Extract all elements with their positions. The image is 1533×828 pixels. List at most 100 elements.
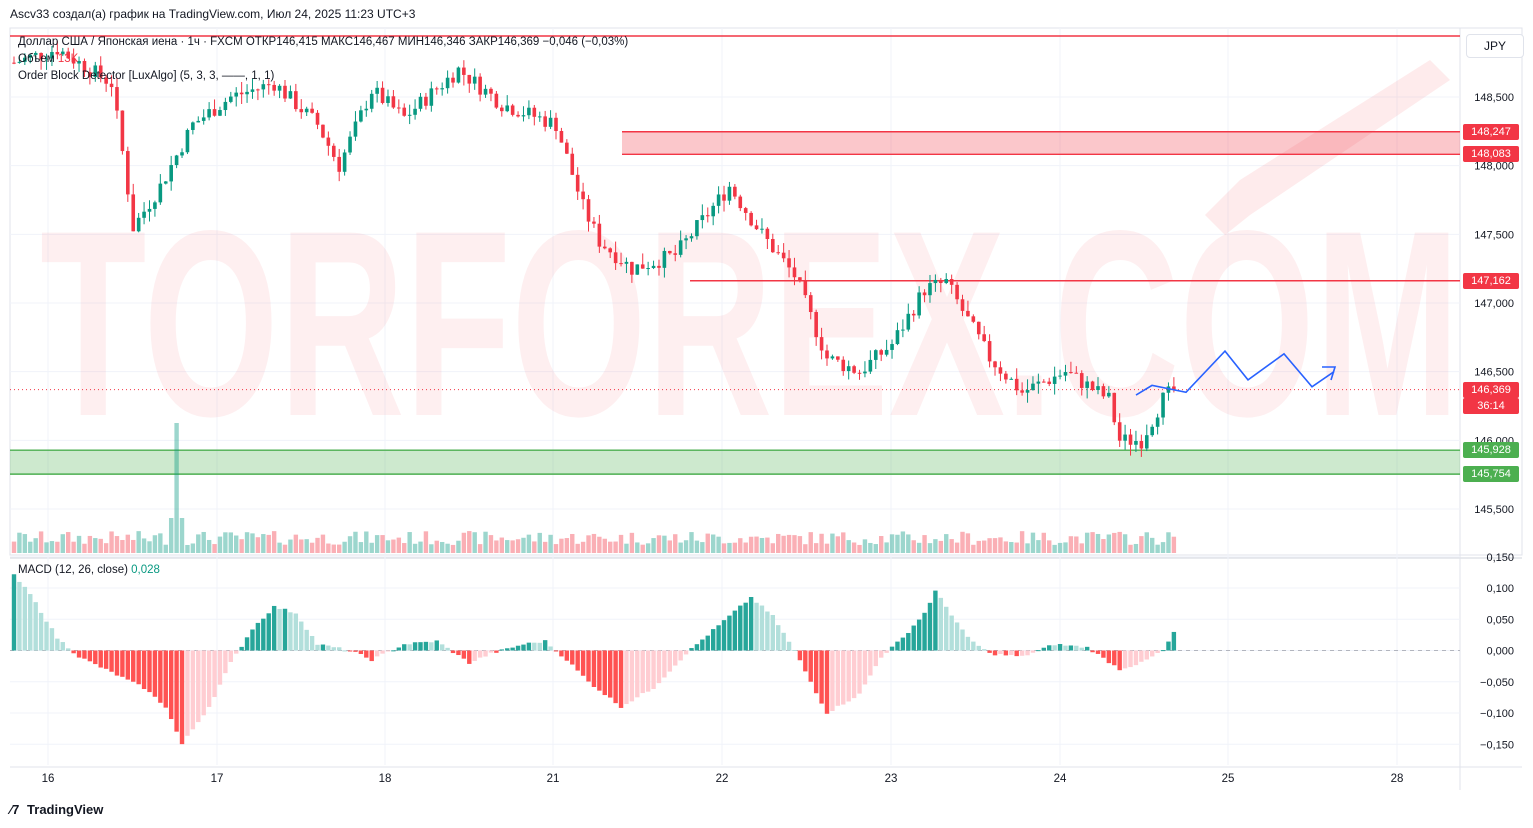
symbol-legend[interactable]: Доллар США / Японская иена · 1ч · FXCM О…	[18, 36, 628, 48]
macd-bar	[868, 650, 873, 676]
candle-body	[619, 263, 623, 265]
candle-body	[234, 92, 239, 97]
macd-bar	[477, 650, 483, 658]
volume-bar	[1150, 537, 1155, 553]
candle-body	[516, 114, 520, 117]
macd-bar	[28, 594, 33, 651]
macd-bar	[1057, 644, 1063, 651]
volume-bar	[976, 540, 981, 553]
candle-body	[602, 246, 607, 249]
volume-bar	[613, 541, 618, 553]
price-marker: 147,162	[1463, 272, 1519, 289]
candle-body	[668, 250, 672, 254]
candle-body	[711, 205, 715, 217]
symbol-legend-text: Доллар США / Японская иена · 1ч · FXCM О…	[18, 36, 629, 48]
volume-bar	[727, 542, 732, 553]
volume-bar	[645, 543, 651, 553]
macd-legend[interactable]: MACD (12, 26, close) 0,028	[18, 564, 160, 576]
currency-button[interactable]: JPY	[1466, 34, 1524, 58]
volume-bar	[299, 539, 304, 553]
candle-body	[299, 109, 304, 113]
volume-bar	[234, 535, 239, 553]
indicator-legend-text: Order Block Detector [LuxAlgo] (5, 3, 3,…	[18, 70, 275, 82]
macd-bar	[754, 602, 759, 651]
volume-bar	[217, 536, 223, 553]
volume-bar	[244, 532, 250, 553]
candle-body	[895, 330, 900, 345]
volume-bar	[168, 518, 174, 553]
macd-bar	[608, 650, 613, 698]
volume-bar	[542, 541, 548, 553]
volume-bar	[857, 544, 862, 553]
macd-bar	[331, 647, 336, 651]
volume-bar	[477, 544, 483, 553]
macd-bar	[494, 650, 499, 653]
candle-body	[722, 194, 726, 201]
macd-bar	[716, 625, 721, 651]
macd-bar	[22, 586, 28, 651]
brand-text: TradingView	[27, 802, 104, 817]
candle-body	[939, 279, 943, 284]
macd-bar	[147, 650, 152, 693]
macd-bar	[770, 615, 775, 651]
volume-bar	[261, 534, 266, 553]
candle-body	[39, 52, 43, 60]
candle-body	[846, 366, 851, 372]
candle-body	[630, 261, 634, 275]
macd-bar	[190, 650, 196, 730]
macd-bar	[591, 650, 597, 687]
macd-bar	[526, 642, 532, 651]
volume-bar	[689, 532, 694, 553]
volume-bar	[293, 534, 299, 553]
macd-bar	[168, 650, 174, 720]
price-marker: 36:14	[1463, 397, 1519, 414]
macd-bar	[548, 646, 553, 651]
volume-bar	[781, 535, 786, 553]
macd-bar	[743, 602, 748, 651]
macd-bar	[510, 647, 515, 651]
volume-bar	[93, 538, 98, 553]
macd-bar	[976, 645, 981, 651]
candle-body	[348, 136, 352, 153]
candle-body	[1069, 372, 1073, 374]
price-tick-label: 148,500	[1474, 92, 1514, 104]
macd-bar	[423, 641, 429, 651]
volume-legend[interactable]: Объем 13K	[18, 53, 78, 65]
candle-body	[613, 252, 618, 264]
macd-bar	[938, 597, 944, 651]
candle-body	[505, 105, 510, 112]
candle-body	[738, 196, 743, 209]
macd-bar	[120, 650, 125, 677]
macd-bar	[374, 650, 380, 657]
volume-bar	[564, 538, 570, 553]
candle-body	[1004, 373, 1008, 380]
candle-body	[575, 174, 580, 192]
volume-bar	[374, 535, 380, 553]
macd-bar	[412, 642, 418, 651]
macd-bar	[271, 605, 277, 651]
volume-bar	[1112, 532, 1117, 553]
order-block-zones	[10, 35, 1460, 651]
volume-bar	[250, 533, 255, 553]
candle-body	[814, 312, 818, 338]
macd-bar	[185, 650, 190, 736]
candle-body	[510, 105, 515, 115]
macd-bar	[624, 650, 629, 705]
volume-bar	[656, 535, 662, 553]
volume-bar	[981, 540, 987, 553]
candle-body	[1144, 435, 1149, 449]
candle-body	[987, 341, 992, 362]
macd-bar	[911, 625, 916, 651]
volume-bar	[456, 540, 461, 553]
candle-body	[695, 220, 699, 237]
candle-body	[901, 329, 905, 331]
macd-bar	[786, 641, 792, 651]
price-marker: 145,754	[1463, 466, 1519, 483]
indicator-legend[interactable]: Order Block Detector [LuxAlgo] (5, 3, 3,…	[18, 70, 274, 82]
tradingview-logo[interactable]: ⁄7 TradingView	[10, 802, 103, 817]
candle-body	[1025, 390, 1030, 393]
candle-body	[565, 142, 569, 154]
volume-bar	[754, 536, 759, 553]
volume-bar	[526, 534, 532, 553]
